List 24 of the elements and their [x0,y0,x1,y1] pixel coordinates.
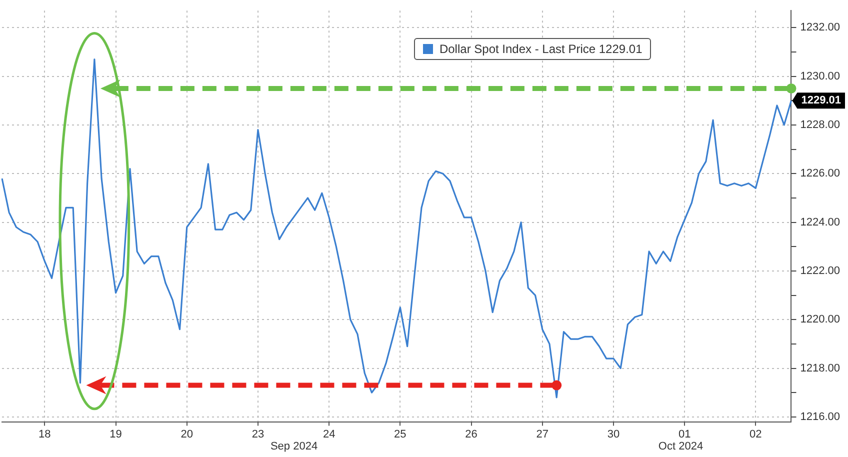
legend-label: Dollar Spot Index - Last Price 1229.01 [439,42,642,56]
y-tick-label: 1230.00 [800,70,840,82]
x-tick-label: 18 [38,428,51,440]
y-tick-label: 1232.00 [800,22,840,34]
x-tick-label: 24 [322,428,336,440]
y-tick-label: 1224.00 [800,216,840,228]
text: 1229.01 [801,94,842,107]
y-tick-label: 1228.00 [800,118,840,131]
text: Oct 2024 [658,440,704,452]
y-tick-label: 1218.00 [800,362,840,374]
y-tick-label: 1226.00 [800,168,840,180]
y-tick-label: 1216.00 [800,410,840,423]
x-tick-label: 27 [536,428,549,440]
y-tick-label: 1220.00 [800,314,840,326]
x-tick-label: 02 [750,428,762,440]
x-tick-label: 20 [180,428,193,440]
x-tick-label: 23 [252,428,264,440]
x-tick-label: 25 [394,428,406,440]
x-tick-label: 19 [110,428,122,440]
x-tick-label: 30 [607,428,620,440]
text: Sep 2024 [270,440,318,452]
x-tick-label: 01 [678,428,691,440]
x-tick-label: 26 [465,428,478,440]
y-tick-label: 1222.00 [800,264,840,277]
